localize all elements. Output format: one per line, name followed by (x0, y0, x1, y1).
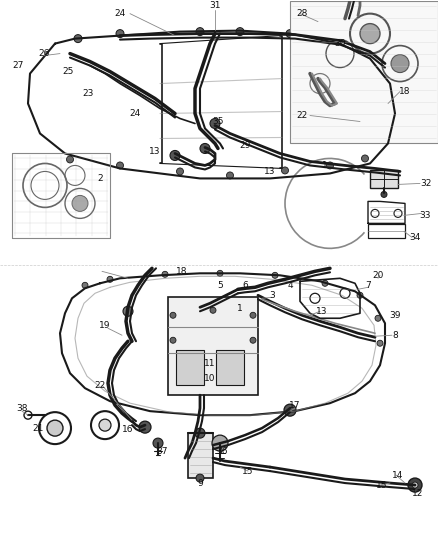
Text: 24: 24 (129, 109, 141, 118)
Circle shape (366, 52, 374, 60)
Text: 14: 14 (392, 471, 404, 480)
Text: 22: 22 (297, 111, 307, 120)
Bar (290, 1, 438, 143)
Circle shape (195, 428, 205, 438)
Text: 29: 29 (239, 141, 251, 150)
Text: 8: 8 (392, 331, 398, 340)
Circle shape (326, 162, 333, 169)
Bar (216, 350, 244, 385)
Circle shape (381, 191, 387, 197)
Circle shape (99, 419, 111, 431)
Text: 3: 3 (269, 291, 275, 300)
Text: 1: 1 (322, 161, 328, 170)
Circle shape (284, 404, 296, 416)
Circle shape (357, 292, 363, 298)
Text: 1: 1 (237, 304, 243, 313)
Text: 28: 28 (297, 9, 307, 18)
Circle shape (210, 118, 220, 128)
Text: 17: 17 (289, 401, 301, 410)
Circle shape (236, 28, 244, 36)
Text: 9: 9 (197, 479, 203, 488)
Text: 37: 37 (156, 447, 168, 456)
Circle shape (210, 308, 216, 313)
Text: 7: 7 (365, 281, 371, 290)
Circle shape (107, 276, 113, 282)
Circle shape (377, 340, 383, 346)
Circle shape (360, 23, 380, 44)
Text: 20: 20 (372, 271, 384, 280)
Text: 22: 22 (94, 381, 106, 390)
Circle shape (170, 150, 180, 160)
Circle shape (72, 196, 88, 212)
Text: 19: 19 (99, 321, 111, 330)
Circle shape (286, 30, 294, 38)
Bar (168, 297, 258, 395)
Text: 26: 26 (38, 49, 49, 58)
Text: 30: 30 (334, 39, 346, 48)
Text: 27: 27 (12, 61, 24, 70)
Text: 33: 33 (419, 211, 431, 220)
Text: 39: 39 (389, 311, 401, 320)
Circle shape (47, 420, 63, 436)
Circle shape (375, 315, 381, 321)
Circle shape (177, 168, 184, 175)
Text: 4: 4 (287, 281, 293, 290)
Circle shape (67, 156, 74, 163)
Circle shape (336, 38, 344, 46)
Circle shape (123, 306, 133, 316)
Circle shape (116, 30, 124, 38)
Bar (188, 433, 213, 478)
Text: 6: 6 (242, 281, 248, 290)
Text: 36: 36 (216, 447, 228, 456)
Text: 15: 15 (376, 481, 388, 489)
Circle shape (82, 282, 88, 288)
Circle shape (200, 143, 210, 154)
Text: 31: 31 (209, 1, 221, 10)
Bar (370, 171, 398, 189)
Circle shape (196, 28, 204, 36)
Circle shape (170, 312, 176, 318)
Circle shape (412, 482, 418, 488)
Circle shape (272, 272, 278, 278)
Text: 24: 24 (114, 9, 126, 18)
Text: 38: 38 (16, 403, 28, 413)
Bar (368, 224, 405, 238)
Circle shape (74, 35, 82, 43)
Text: 13: 13 (149, 147, 161, 156)
Circle shape (282, 167, 289, 174)
Text: 18: 18 (176, 267, 188, 276)
Circle shape (170, 337, 176, 343)
Circle shape (217, 270, 223, 276)
Text: 10: 10 (204, 374, 216, 383)
Circle shape (212, 435, 228, 451)
Circle shape (139, 421, 151, 433)
Text: 23: 23 (82, 89, 94, 98)
Circle shape (250, 312, 256, 318)
Text: 13: 13 (264, 167, 276, 176)
Text: 35: 35 (212, 117, 224, 126)
Text: 25: 25 (62, 67, 74, 76)
Bar (176, 350, 204, 385)
Circle shape (196, 474, 204, 482)
Circle shape (117, 162, 124, 169)
Text: 11: 11 (204, 359, 216, 368)
Text: 5: 5 (217, 281, 223, 290)
Circle shape (250, 337, 256, 343)
Circle shape (391, 54, 409, 72)
Text: 32: 32 (420, 179, 432, 188)
Text: 15: 15 (242, 466, 254, 475)
Text: 16: 16 (122, 425, 134, 434)
Text: 13: 13 (316, 307, 328, 316)
Circle shape (322, 280, 328, 286)
Text: 34: 34 (410, 233, 420, 242)
Text: 2: 2 (97, 174, 103, 183)
Text: 18: 18 (399, 87, 411, 96)
Circle shape (153, 438, 163, 448)
Circle shape (361, 155, 368, 162)
Circle shape (226, 172, 233, 179)
Circle shape (162, 271, 168, 277)
Circle shape (408, 478, 422, 492)
Text: 12: 12 (412, 489, 424, 497)
Text: 21: 21 (32, 424, 44, 433)
